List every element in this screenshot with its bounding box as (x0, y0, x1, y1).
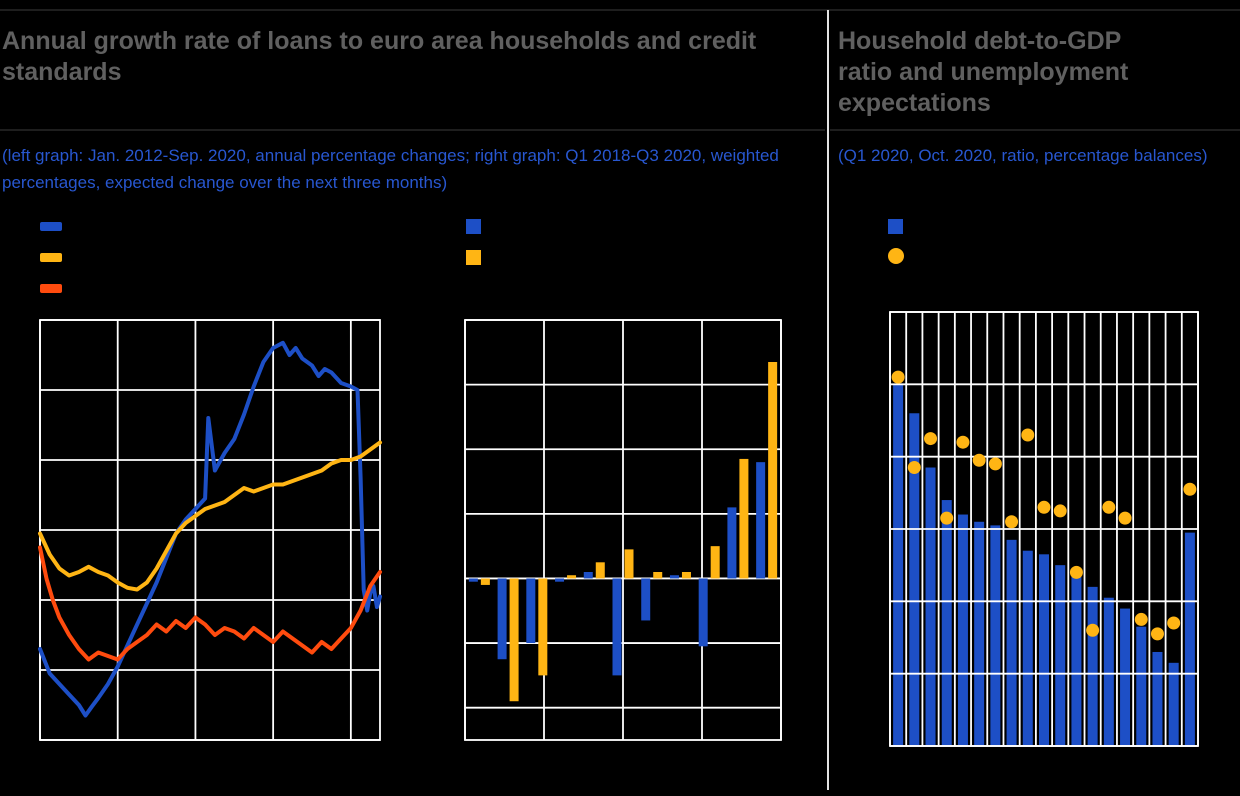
yellow-dots (924, 432, 938, 446)
blue-bars (583, 572, 593, 579)
yellow-bars (739, 458, 749, 579)
blue-line (38, 340, 382, 718)
legend-blue-line-swatch (40, 222, 62, 231)
yellow-dots (988, 457, 1002, 471)
blue-bars (1087, 586, 1098, 746)
right-title-rule (830, 129, 1240, 131)
legend-debt-bar-swatch (888, 219, 903, 234)
legend-unemployment-dot-swatch (888, 248, 904, 264)
blue-bars (893, 384, 904, 746)
blue-bars (1152, 651, 1163, 746)
yellow-dots (1134, 612, 1148, 626)
debt-ratio-scatter-chart (889, 311, 1199, 747)
legend-blue-square-swatch (466, 219, 481, 234)
right-panel-title: Household debt-to-GDP ratio and unemploy… (838, 27, 1129, 117)
yellow-line (38, 440, 382, 592)
yellow-dots (1005, 515, 1019, 529)
blue-bars (941, 500, 952, 746)
blue-bars (1184, 532, 1195, 746)
yellow-dots (891, 370, 905, 384)
left-title-rule (0, 129, 825, 131)
yellow-bars (624, 549, 634, 579)
yellow-bars (595, 562, 605, 579)
blue-bars (698, 578, 708, 647)
blue-bars (1039, 554, 1049, 746)
yellow-dots (940, 511, 954, 525)
yellow-bars (710, 546, 720, 579)
yellow-bars (480, 578, 490, 585)
yellow-bars (681, 572, 691, 579)
left-panel-title: Annual growth rate of loans to euro area… (2, 27, 757, 86)
blue-bars (1071, 576, 1082, 746)
blue-bars (756, 462, 766, 579)
blue-bars (1103, 597, 1114, 746)
blue-bars (1022, 550, 1033, 746)
yellow-dots (1086, 623, 1100, 637)
blue-bars (1168, 662, 1179, 746)
left-panel-note: (left graph: Jan. 2012-Sep. 2020, annual… (2, 146, 779, 192)
top-rule (0, 9, 1240, 11)
blue-bars (727, 507, 737, 579)
blue-bars (909, 413, 920, 746)
yellow-dots (1021, 428, 1035, 442)
yellow-dots (1037, 500, 1051, 514)
blue-bars (974, 521, 985, 746)
blue-bars (468, 578, 478, 582)
yellow-dots (1053, 504, 1067, 518)
yellow-dots (1150, 627, 1164, 641)
blue-bars (1136, 626, 1147, 746)
blue-bars (669, 575, 679, 579)
yellow-dots (1102, 500, 1116, 514)
blue-bars (641, 578, 651, 621)
yellow-dots (1183, 482, 1197, 496)
blue-bars (555, 578, 565, 582)
yellow-dots (972, 453, 986, 467)
legend-yellow-square-swatch (466, 250, 481, 265)
blue-bars (612, 578, 622, 676)
credit-standards-bar-chart (464, 319, 782, 741)
yellow-bars (509, 578, 519, 702)
blue-bars (1055, 565, 1066, 746)
yellow-dots (1118, 511, 1132, 525)
blue-bars (1006, 539, 1017, 746)
yellow-dots (956, 435, 970, 449)
blue-bars (526, 578, 536, 644)
blue-bars (1120, 608, 1131, 746)
blue-bars (925, 467, 936, 746)
blue-bars (990, 525, 1001, 746)
yellow-bars (567, 575, 577, 579)
yellow-bars (768, 362, 778, 579)
yellow-bars (538, 578, 548, 676)
right-panel-note: (Q1 2020, Oct. 2020, ratio, percentage b… (838, 146, 1208, 165)
yellow-dots (1069, 565, 1083, 579)
panel-divider (827, 10, 829, 790)
yellow-bars (653, 572, 663, 579)
legend-yellow-line-swatch (40, 253, 62, 262)
yellow-dots (1167, 616, 1181, 630)
blue-bars (957, 514, 968, 746)
orange-line (38, 545, 382, 662)
legend-orange-line-swatch (40, 284, 62, 293)
blue-bars (497, 578, 507, 660)
yellow-dots (907, 461, 921, 475)
loans-growth-line-chart (38, 319, 382, 741)
